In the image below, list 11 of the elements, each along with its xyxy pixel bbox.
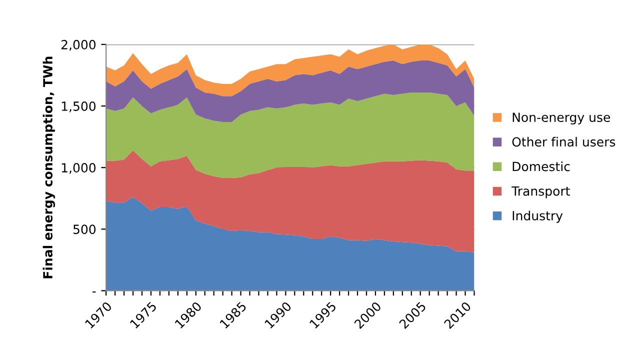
legend-label: Transport (512, 186, 570, 198)
legend-label: Other final users (512, 136, 616, 147)
y-tick-label: 1,500 (62, 101, 96, 112)
y-tick-label: 500 (73, 224, 96, 234)
y-tick-label: 2,000 (61, 40, 96, 51)
y-axis-title: Final energy consumption, TWh (42, 56, 56, 278)
y-tick-label: - (92, 292, 96, 293)
legend-label: Non-energy use (512, 112, 610, 124)
y-tick-label: 1,000 (62, 163, 96, 174)
legend-label: Domestic (512, 162, 570, 172)
legend-label: Industry (512, 210, 563, 223)
